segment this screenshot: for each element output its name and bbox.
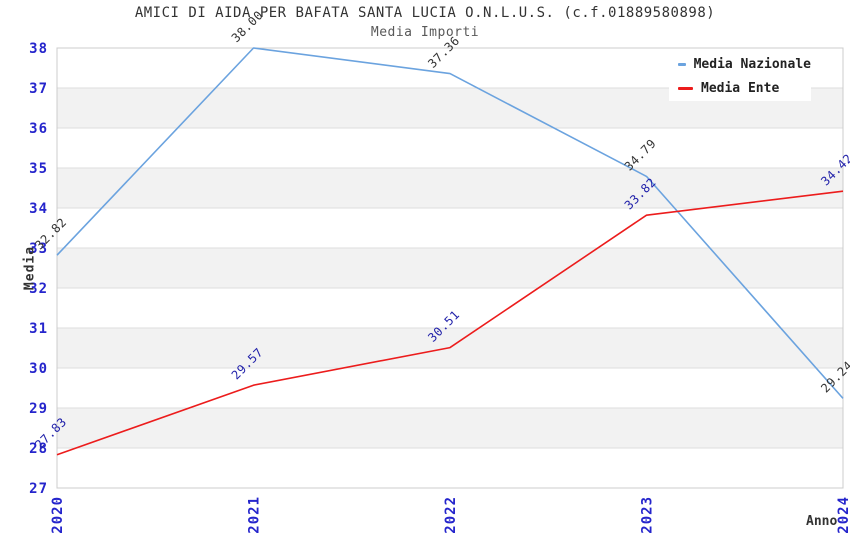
x-tick-label: 2024 (836, 496, 850, 534)
x-tick-label: 2020 (50, 496, 66, 534)
legend-swatch-media-nazionale-icon (678, 63, 686, 66)
y-tick-label: 30 (29, 361, 48, 377)
legend-item-media-ente: Media Ente (678, 79, 811, 99)
y-tick-label: 32 (29, 281, 48, 297)
y-tick-label: 33 (29, 241, 48, 257)
y-axis-title: Media (22, 245, 38, 291)
x-tick-label: 2022 (443, 496, 459, 534)
y-tick-label: 38 (29, 41, 48, 57)
chart-title: AMICI DI AIDA PER BAFATA SANTA LUCIA O.N… (134, 5, 716, 21)
plot-border (56, 47, 844, 489)
legend: Media Nazionale Media Ente (669, 52, 811, 101)
chart-subtitle: Media Importi (370, 25, 480, 40)
y-tick-label: 29 (29, 401, 48, 417)
point-label-media-nazionale: 32.82 (32, 215, 69, 252)
series-line-media-nazionale (56, 47, 844, 399)
y-tick-label: 36 (29, 121, 48, 137)
y-tick-label: 35 (29, 161, 48, 177)
y-tick-label: 31 (29, 321, 48, 337)
x-tick-label: 2023 (640, 496, 656, 534)
plot-band (57, 408, 843, 448)
plot-band (57, 248, 843, 288)
series-line-media-ente (56, 190, 844, 456)
y-tick-label: 27 (29, 481, 48, 497)
legend-label-media-ente: Media Ente (701, 81, 780, 96)
y-tick-label: 34 (29, 201, 48, 217)
legend-label-media-nazionale: Media Nazionale (693, 57, 811, 72)
y-tick-label: 37 (29, 81, 48, 97)
y-tick-label: 28 (29, 441, 48, 457)
x-axis-title: Anno (806, 514, 838, 529)
plot-band (57, 168, 843, 208)
x-tick-label: 2021 (247, 496, 263, 534)
legend-item-media-nazionale: Media Nazionale (678, 55, 811, 75)
legend-swatch-media-ente-icon (678, 87, 693, 90)
